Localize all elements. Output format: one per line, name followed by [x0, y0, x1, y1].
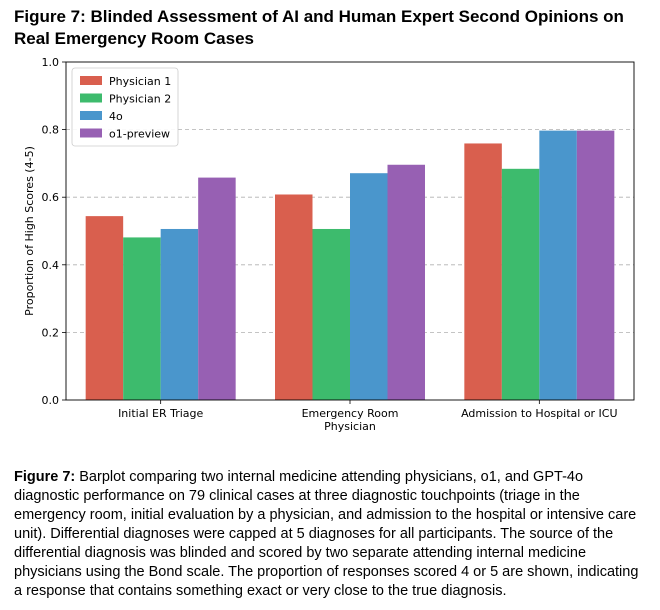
- bar-physician-2: [123, 237, 161, 400]
- bar-4o: [350, 173, 388, 400]
- bar-physician-2: [501, 168, 540, 400]
- x-tick-label: Initial ER Triage: [118, 407, 203, 420]
- figure-title: Figure 7: Blinded Assessment of AI and H…: [14, 6, 650, 50]
- bar-o1-preview: [576, 130, 615, 400]
- bar-o1-preview: [198, 177, 236, 400]
- bar-o1-preview: [387, 164, 425, 400]
- y-tick-label: 1.0: [42, 56, 60, 69]
- y-axis-label: Proportion of High Scores (4-5): [23, 146, 36, 316]
- legend-swatch: [80, 93, 102, 103]
- y-tick-label: 0.0: [42, 394, 60, 407]
- y-tick-label: 0.8: [42, 124, 60, 137]
- legend-swatch: [80, 76, 102, 85]
- x-tick-label: Emergency Room Physician: [302, 407, 399, 433]
- bar-physician-1: [464, 143, 502, 400]
- figure-title-label: Figure 7:: [14, 7, 86, 26]
- bar-4o: [539, 130, 577, 400]
- caption-label: Figure 7:: [14, 469, 76, 485]
- legend-swatch: [80, 111, 102, 120]
- legend-swatch: [80, 128, 102, 138]
- bar-4o: [160, 228, 199, 400]
- bar-physician-1: [275, 194, 313, 400]
- y-tick-label: 0.2: [42, 326, 60, 339]
- x-tick-label: Admission to Hospital or ICU: [461, 407, 617, 420]
- legend-label: Physician 2: [109, 93, 171, 106]
- legend-label: o1-preview: [109, 128, 170, 141]
- figure-caption: Figure 7: Barplot comparing two internal…: [14, 468, 650, 601]
- bar-physician-2: [312, 228, 350, 400]
- legend-label: Physician 1: [109, 75, 171, 88]
- y-tick-label: 0.6: [42, 191, 60, 204]
- legend-label: 4o: [109, 110, 123, 123]
- caption-text: Barplot comparing two internal medicine …: [14, 469, 639, 599]
- plot-frame: [65, 61, 635, 401]
- y-tick-label: 0.4: [42, 259, 60, 272]
- legend-box: [71, 67, 179, 147]
- chart-container: 0.0 0.2 0.4 0.6 0.8 1.0 Initial ER Triage Emerg…: [0, 50, 660, 440]
- bar-physician-1: [85, 216, 124, 400]
- figure-title-text: Blinded Assessment of AI and Human Exper…: [14, 7, 624, 48]
- bar-chart: 0.0 0.2 0.4 0.6 0.8 1.0 Initial ER Triage Emerg…: [23, 56, 635, 433]
